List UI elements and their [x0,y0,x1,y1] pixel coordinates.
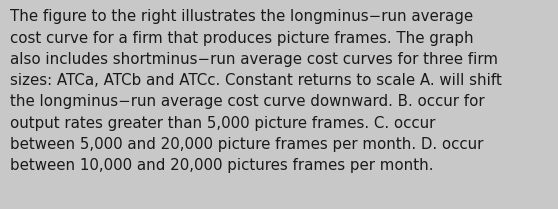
Text: The figure to the right illustrates the longminus−run average
cost curve for a f: The figure to the right illustrates the … [10,9,502,173]
